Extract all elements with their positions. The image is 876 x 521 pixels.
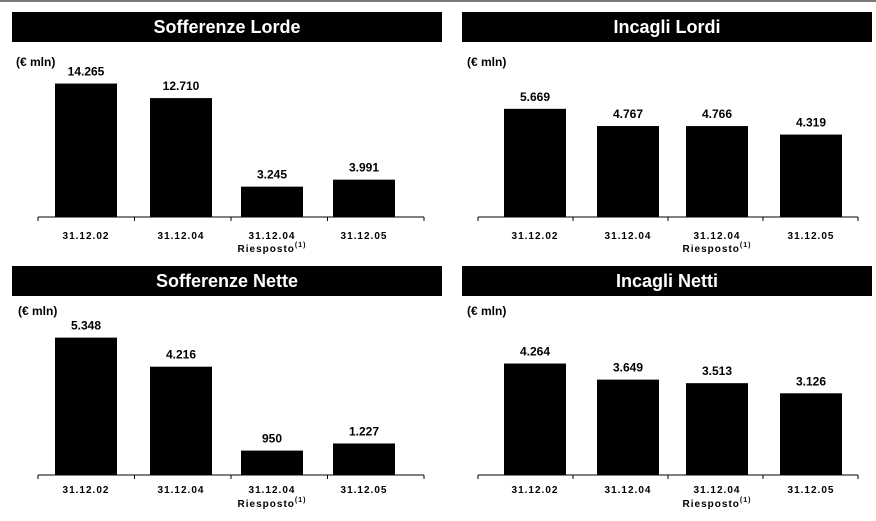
tick-sublabel: Riesposto(1) xyxy=(683,497,752,510)
chart-panel-incagli-lordi: Incagli Lordi (€ mln) 5.669 31.12.02 4.767… xyxy=(462,12,876,267)
data-label: 4.216 xyxy=(166,348,196,362)
tick-label: 31.12.05 xyxy=(341,231,388,242)
unit-label: (€ mln) xyxy=(18,304,58,318)
tick-label: 31.12.04 xyxy=(249,485,296,496)
chart-panel-incagli-netti: Incagli Netti (€ mln) 4.264 31.12.02 3.649… xyxy=(462,266,876,521)
bar xyxy=(597,126,659,217)
data-label: 950 xyxy=(262,432,282,446)
data-label: 3.513 xyxy=(702,364,732,378)
tick-label: 31.12.02 xyxy=(63,231,110,242)
tick-label: 31.12.02 xyxy=(512,231,559,242)
tick-label: 31.12.04 xyxy=(158,231,205,242)
tick-label: 31.12.04 xyxy=(605,485,652,496)
chart-title: Sofferenze Lorde xyxy=(12,12,442,42)
bar-chart: 5.66931.12.024.76731.12.044.76631.12.04R… xyxy=(477,90,859,255)
bar-chart: 5.34831.12.024.21631.12.0495031.12.04Rie… xyxy=(37,319,425,510)
bar xyxy=(686,383,748,475)
tick-label: 31.12.02 xyxy=(512,485,559,496)
bar xyxy=(55,337,117,475)
chart-title: Sofferenze Nette xyxy=(12,266,442,296)
data-label: 4.319 xyxy=(796,116,826,130)
bar-chart: 4.26431.12.023.64931.12.043.51331.12.04R… xyxy=(477,345,859,510)
top-rule xyxy=(0,0,876,2)
data-label: 5.669 xyxy=(520,90,550,104)
data-label: 4.767 xyxy=(613,107,643,121)
bar xyxy=(241,186,303,217)
tick-sublabel: Riesposto(1) xyxy=(238,497,307,510)
tick-label: 31.12.04 xyxy=(605,231,652,242)
chart-title: Incagli Lordi xyxy=(462,12,872,42)
bar xyxy=(150,98,212,217)
tick-label: 31.12.04 xyxy=(158,485,205,496)
data-label: 3.126 xyxy=(796,374,826,388)
data-label: 14.265 xyxy=(68,65,105,79)
bar xyxy=(597,379,659,475)
tick-label: 31.12.05 xyxy=(788,485,835,496)
data-label: 1.227 xyxy=(349,424,379,438)
data-label: 5.348 xyxy=(71,319,101,333)
data-label: 4.264 xyxy=(520,345,550,359)
bar xyxy=(504,363,566,475)
bar-chart: 14.265 31.12.02 12.710 31.12.04 3.245 31.12.0… xyxy=(37,65,425,255)
data-label: 3.245 xyxy=(257,168,287,182)
bar xyxy=(55,83,117,217)
chart-title: Incagli Netti xyxy=(462,266,872,296)
data-label: 3.649 xyxy=(613,361,643,375)
tick-label: 31.12.05 xyxy=(788,231,835,242)
bar xyxy=(686,126,748,217)
data-label: 4.766 xyxy=(702,107,732,121)
bar xyxy=(504,108,566,217)
bar xyxy=(780,393,842,475)
tick-label: 31.12.04 xyxy=(694,485,741,496)
tick-label: 31.12.04 xyxy=(694,231,741,242)
tick-sublabel: Riesposto(1) xyxy=(238,242,307,255)
bar xyxy=(780,134,842,217)
tick-sublabel: Riesposto(1) xyxy=(683,242,752,255)
bar xyxy=(241,450,303,475)
tick-label: 31.12.02 xyxy=(63,485,110,496)
unit-label: (€ mln) xyxy=(16,55,56,69)
chart-panel-sofferenze-lorde: Sofferenze Lorde (€ mln) 14.265 31.12.02 1… xyxy=(12,12,442,267)
bar xyxy=(150,366,212,475)
bar xyxy=(333,179,395,217)
chart-panel-sofferenze-nette: Sofferenze Nette (€ mln) 5.348 31.12.02 4.… xyxy=(12,266,442,521)
data-label: 12.710 xyxy=(163,79,200,93)
data-label: 3.991 xyxy=(349,161,379,175)
unit-label: (€ mln) xyxy=(467,304,507,318)
tick-label: 31.12.04 xyxy=(249,231,296,242)
tick-label: 31.12.05 xyxy=(341,485,388,496)
bar xyxy=(333,443,395,475)
unit-label: (€ mln) xyxy=(467,55,507,69)
